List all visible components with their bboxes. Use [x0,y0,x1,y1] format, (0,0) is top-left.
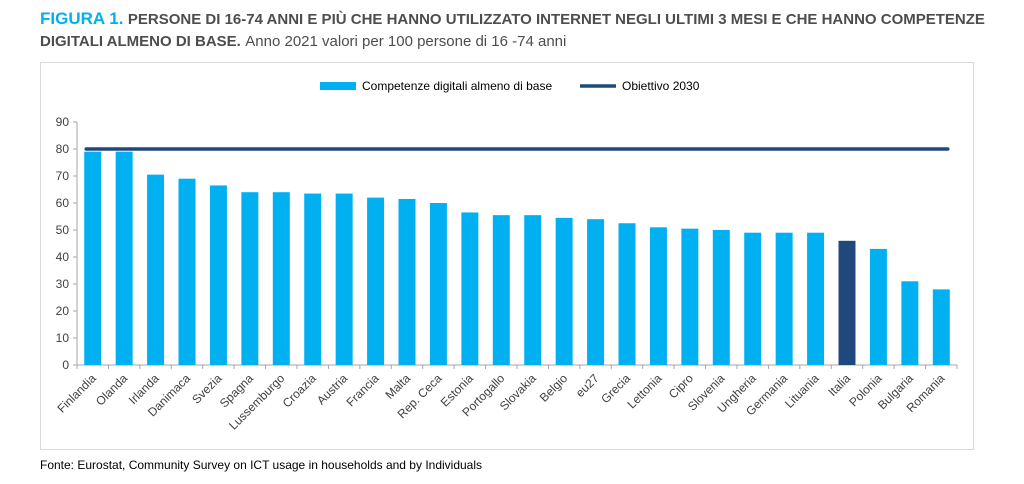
bar-italia [838,240,856,365]
bar-svezia [209,185,227,365]
x-tick-label: Francia [343,371,381,409]
title-subtitle: Anno 2021 valori per 100 persone di 16 -… [245,33,567,50]
bar-chart: 0102030405060708090FinlandiaOlandaIrland… [54,79,958,433]
bar-lituania [807,232,825,365]
bar-malta [398,198,416,365]
bar-irlanda [147,174,165,365]
x-tick-label: Lituania [782,371,822,411]
bar-austria [335,193,353,365]
legend-bar-swatch [320,82,356,90]
bar-eu27 [587,219,605,365]
bar-croazia [304,193,322,365]
bar-olanda [115,151,133,365]
bar-rep-ceca [429,203,447,365]
bar-slovenia [712,230,730,365]
bar-lettonia [649,227,667,365]
x-tick-label: Finlandia [54,371,99,416]
y-tick-label: 70 [56,169,70,183]
y-tick-label: 50 [56,223,70,237]
bar-spagna [241,192,259,365]
y-tick-label: 0 [62,358,69,372]
y-tick-label: 40 [56,250,70,264]
bar-romania [932,289,950,365]
y-tick-label: 10 [56,331,70,345]
figure-label: FIGURA 1. [40,9,124,28]
y-tick-label: 30 [56,277,70,291]
bar-bulgaria [901,281,919,365]
bar-finlandia [84,151,102,365]
bar-grecia [618,223,636,365]
x-tick-label: Croazia [280,371,319,410]
title-main: PERSONE DI 16-74 ANNI E PIÙ CHE HANNO UT… [40,11,985,50]
legend-line-label: Obiettivo 2030 [622,79,700,93]
bar-ungheria [744,232,762,365]
bar-danimaca [178,178,196,365]
bar-lussemburgo [272,192,290,365]
x-tick-label: Italia [825,371,853,399]
chart-title: FIGURA 1. PERSONE DI 16-74 ANNI E PIÙ CH… [40,8,1010,53]
x-tick-label: Olanda [93,371,130,408]
x-tick-label: Lettonia [624,371,664,411]
bar-belgio [555,217,573,365]
chart-frame: 0 10 20 30 40 50 60 70 80 90 Finlandia Olanda Irland… [40,62,974,450]
legend-bar-label: Competenze digitali almeno di base [362,79,552,93]
bar-estonia [461,212,479,365]
bar-germania [775,232,793,365]
bar-portogallo [492,215,510,365]
source-note: Fonte: Eurostat, Community Survey on ICT… [40,458,483,472]
y-tick-label: 90 [56,115,70,129]
bar-cipro [681,228,699,365]
y-tick-label: 80 [56,142,70,156]
bar-francia [367,197,385,365]
bar-slovakia [524,215,542,365]
y-tick-label: 20 [56,304,70,318]
x-tick-label: Belgio [537,371,571,405]
bar-polonia [869,248,887,365]
y-tick-label: 60 [56,196,70,210]
